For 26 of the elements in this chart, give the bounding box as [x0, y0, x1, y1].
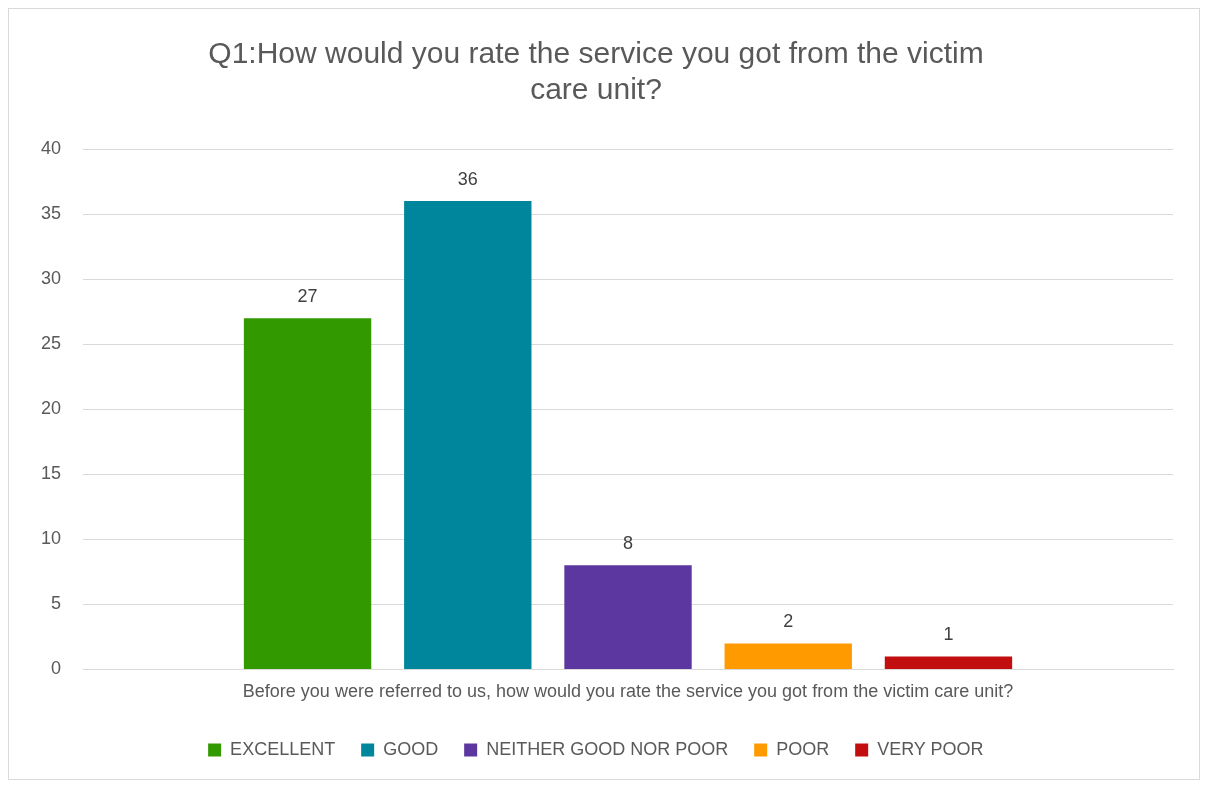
data-label: 2 [783, 611, 794, 632]
y-tick-label: 10 [40, 528, 62, 549]
chart-title: Q1:How would you rate the service you got from the victim care unit? [208, 36, 984, 106]
data-label: 27 [297, 286, 318, 307]
bar [243, 318, 372, 669]
data-label: 1 [943, 624, 954, 645]
bar [404, 201, 532, 669]
bar [884, 656, 1013, 669]
y-tick-label: 30 [40, 268, 62, 289]
legend-label: POOR [776, 738, 830, 759]
y-tick-label: 5 [51, 593, 62, 614]
bar [564, 565, 692, 669]
y-tick-label: 20 [40, 398, 62, 419]
data-label: 8 [623, 533, 634, 554]
legend-label: GOOD [383, 738, 439, 759]
y-tick-label: 40 [40, 137, 62, 158]
y-tick-label: 35 [40, 203, 62, 224]
x-tick-label: Before you were referred to us, how would you rate the service you got from the victim care unit? [242, 681, 1014, 702]
legend-label: NEITHER GOOD NOR POOR [486, 738, 729, 759]
y-tick-label: 25 [40, 333, 62, 354]
y-tick-label: 0 [51, 658, 62, 679]
legend-label: VERY POOR [877, 738, 984, 759]
legend-label: EXCELLENT [230, 738, 336, 759]
bar [724, 643, 852, 669]
data-label: 36 [457, 169, 478, 190]
y-tick-label: 15 [40, 463, 62, 484]
